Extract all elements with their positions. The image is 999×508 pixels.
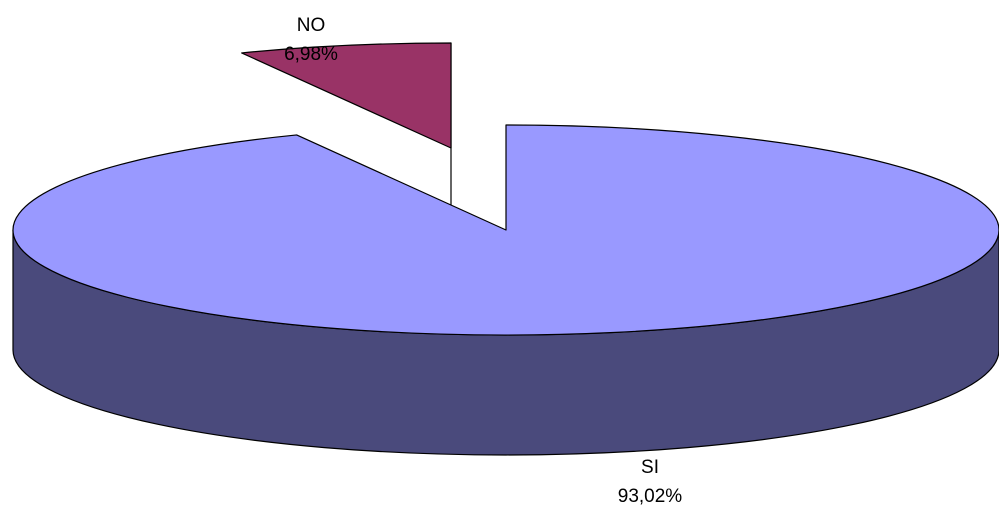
category-label-si: SI [641, 457, 659, 478]
slice-no [241, 42, 452, 149]
slice-si-top [12, 124, 999, 336]
value-label-no: 6,98% [284, 44, 338, 65]
category-label-no: NO [297, 15, 326, 36]
pie-slices [12, 42, 999, 456]
slice-si [12, 124, 999, 456]
slice-no-top [241, 42, 452, 149]
data-label-si: SI 93,02% [618, 457, 683, 507]
value-label-si: 93,02% [618, 486, 683, 507]
data-label-no: NO 6,98% [284, 15, 338, 65]
